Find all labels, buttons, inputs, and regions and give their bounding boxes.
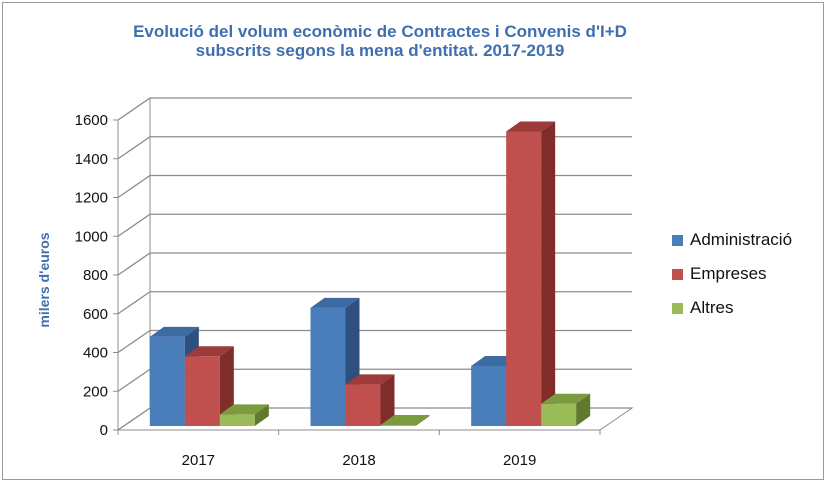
bar-top bbox=[380, 415, 430, 426]
y-tick-label: 200 bbox=[83, 383, 108, 400]
bar-side bbox=[380, 374, 395, 426]
bar-front bbox=[184, 356, 220, 426]
legend-swatch bbox=[672, 268, 683, 280]
bar-front bbox=[310, 307, 346, 426]
legend-item: Empreses bbox=[672, 264, 767, 284]
y-axis-title: milers d'euros bbox=[36, 232, 52, 327]
y-tick-label: 800 bbox=[83, 267, 108, 284]
chart-title: Evolució del volum econòmic de Contracte… bbox=[0, 22, 760, 60]
gridline bbox=[117, 174, 632, 199]
gridline bbox=[117, 329, 632, 354]
legend-label: Administració bbox=[690, 230, 793, 249]
x-tick-label: 2017 bbox=[182, 452, 215, 469]
legend-item: Administració bbox=[672, 230, 792, 250]
bar-front bbox=[471, 365, 507, 426]
y-tick-label: 1600 bbox=[75, 112, 108, 129]
bar-front bbox=[219, 414, 255, 426]
bar-side bbox=[415, 415, 430, 426]
bar-side bbox=[219, 346, 234, 426]
bar-side bbox=[541, 121, 556, 426]
bar-front bbox=[149, 336, 185, 426]
bar-top bbox=[219, 404, 269, 415]
y-tick-label: 400 bbox=[83, 345, 108, 362]
y-tick-label: 0 bbox=[100, 422, 108, 439]
bar-top bbox=[149, 326, 199, 337]
bar-side bbox=[576, 393, 591, 426]
x-tick-label: 2018 bbox=[342, 452, 375, 469]
bar-top bbox=[345, 374, 395, 385]
y-tick-label: 1400 bbox=[75, 151, 108, 168]
gridline bbox=[117, 291, 632, 315]
legend-label: Empreses bbox=[690, 264, 767, 283]
bar-front bbox=[345, 384, 381, 426]
legend-item: Altres bbox=[672, 298, 733, 318]
bar-front bbox=[380, 425, 416, 426]
bar-top bbox=[541, 393, 591, 404]
gridline bbox=[117, 252, 632, 276]
y-tick-label: 1000 bbox=[75, 228, 108, 245]
chart-title-line2: subscrits segons la mena d'entitat. 2017… bbox=[195, 41, 565, 60]
gridline bbox=[117, 97, 632, 121]
legend-swatch bbox=[672, 302, 683, 314]
x-tick-label: 2019 bbox=[503, 452, 536, 469]
bar-top bbox=[506, 121, 556, 132]
bar-top bbox=[184, 346, 234, 357]
gridline bbox=[117, 213, 632, 237]
legend-swatch bbox=[672, 234, 683, 246]
bar-front bbox=[506, 131, 542, 426]
y-tick-label: 1200 bbox=[75, 190, 108, 207]
bar-side bbox=[254, 404, 269, 426]
gridline bbox=[117, 136, 632, 160]
chart-title-line1: Evolució del volum econòmic de Contracte… bbox=[133, 22, 627, 41]
legend-label: Altres bbox=[690, 298, 734, 317]
y-tick-label: 600 bbox=[83, 306, 108, 323]
bar-front bbox=[541, 403, 577, 426]
bar-top bbox=[310, 297, 360, 308]
